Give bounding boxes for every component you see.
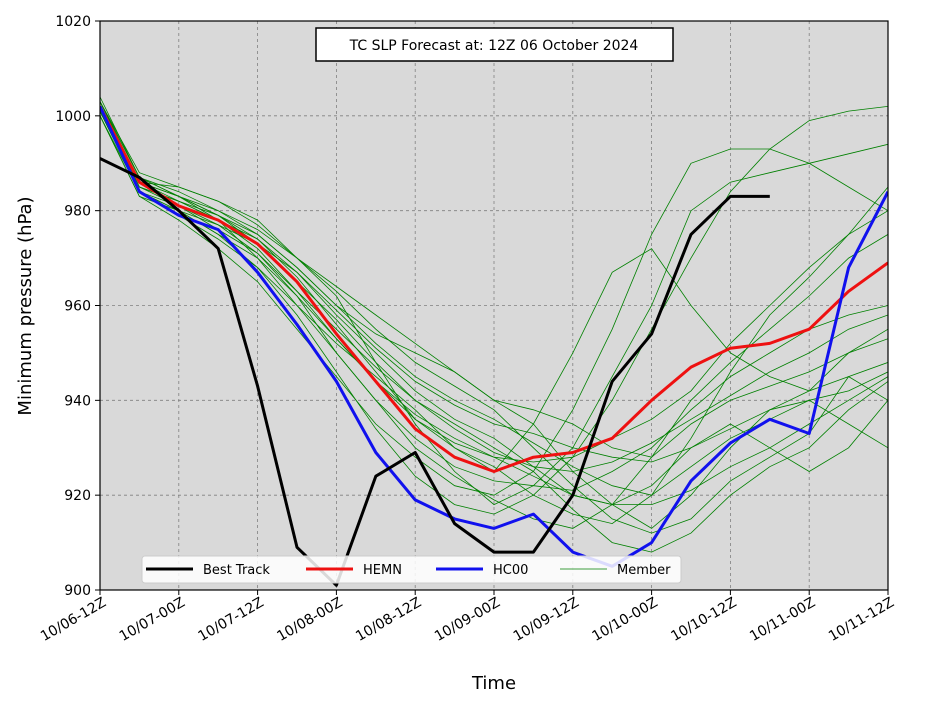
- x-axis-label: Time: [471, 673, 516, 694]
- title-box: TC SLP Forecast at: 12Z 06 October 2024: [315, 27, 674, 62]
- y-tick-label: 940: [64, 393, 91, 409]
- x-tick-label: 10/09-00Z: [432, 595, 503, 645]
- x-tick-label: 10/06-12Z: [38, 595, 109, 645]
- y-tick-label: 920: [64, 488, 91, 504]
- member-line: [100, 115, 888, 553]
- y-tick-label: 900: [64, 583, 91, 599]
- y-axis-ticks: 900 920 940 960 980 1000 1020: [55, 14, 100, 599]
- legend-label: HC00: [493, 563, 528, 578]
- member-line: [100, 101, 888, 534]
- x-tick-label: 10/11-12Z: [826, 595, 897, 645]
- member-line: [100, 106, 888, 529]
- x-axis-ticks: 10/06-12Z 10/07-00Z 10/07-12Z 10/08-00Z 10/0…: [38, 590, 897, 645]
- y-tick-label: 960: [64, 299, 91, 315]
- member-line: [100, 115, 888, 496]
- member-line: [100, 115, 888, 506]
- x-tick-label: 10/08-00Z: [274, 595, 345, 645]
- x-tick-label: 10/07-12Z: [196, 595, 267, 645]
- series-line-best-track: [100, 157, 770, 587]
- y-tick-label: 1000: [55, 109, 91, 125]
- legend-label: HEMN: [363, 563, 402, 578]
- x-tick-label: 10/09-12Z: [511, 595, 582, 645]
- x-tick-label: 10/10-12Z: [668, 595, 739, 645]
- series-line-hemn: [100, 105, 888, 473]
- y-tick-label: 980: [64, 204, 91, 220]
- member-line: [100, 110, 888, 491]
- x-tick-label: 10/11-00Z: [747, 595, 818, 645]
- main-series-lines: [100, 105, 888, 587]
- x-tick-label: 10/08-12Z: [353, 595, 424, 645]
- x-tick-label: 10/10-00Z: [590, 595, 661, 645]
- legend-label: Member: [617, 563, 671, 578]
- series-line-hc00: [100, 105, 888, 568]
- legend-label: Best Track: [203, 563, 270, 578]
- chart-title: TC SLP Forecast at: 12Z 06 October 2024: [349, 38, 639, 54]
- y-axis-label: Minimum pressure (hPa): [15, 196, 36, 415]
- member-line: [100, 106, 888, 458]
- y-tick-label: 1020: [55, 14, 91, 30]
- x-tick-label: 10/07-00Z: [117, 595, 188, 645]
- member-line: [100, 101, 888, 506]
- member-line: [100, 110, 888, 463]
- member-line: [100, 106, 888, 472]
- legend: Best Track HEMN HC00 Member: [141, 555, 682, 584]
